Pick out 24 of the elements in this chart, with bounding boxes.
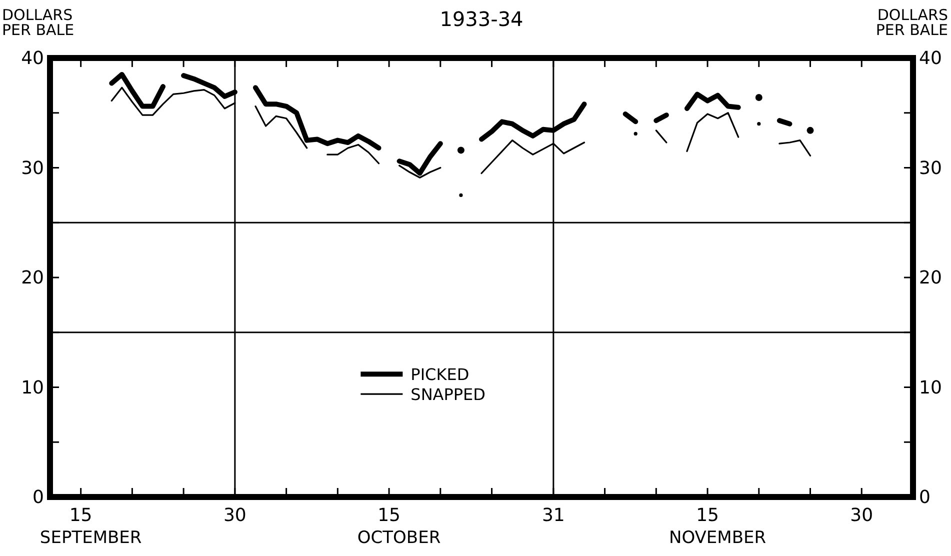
y-axis-title: DOLLARS PER BALE — [2, 6, 74, 39]
text: SEPTEMBER — [40, 528, 142, 548]
y-tick-label: 0 — [32, 487, 44, 508]
y2-tick-label: 10 — [919, 377, 942, 398]
y-tick-label: 30 — [21, 158, 44, 179]
text: NOVEMBER — [668, 528, 766, 548]
legend-label: PICKED — [410, 365, 470, 384]
x-tick-label: 15 — [696, 505, 719, 526]
y2-tick-label: 40 — [919, 48, 942, 69]
y2-tick-label: 20 — [919, 268, 942, 288]
y2-axis-title: DOLLARS PER BALE — [876, 6, 948, 39]
y2-tick-label: 30 — [919, 158, 942, 179]
legend-label: SNAPPED — [410, 385, 486, 404]
y2-tick-label: 0 — [919, 487, 930, 508]
x-tick-label: 31 — [542, 505, 565, 526]
x-tick-label: 15 — [69, 505, 92, 526]
x-tick-label: 15 — [378, 505, 400, 526]
y-tick-label: 10 — [21, 377, 44, 398]
y-tick-label: 20 — [21, 268, 44, 288]
text: OCTOBER — [357, 528, 441, 548]
chart-title: 1933-34 — [440, 7, 524, 31]
x-tick-label: 30 — [850, 505, 874, 526]
x-tick-label: 30 — [223, 505, 246, 526]
y-tick-label: 40 — [21, 48, 44, 69]
